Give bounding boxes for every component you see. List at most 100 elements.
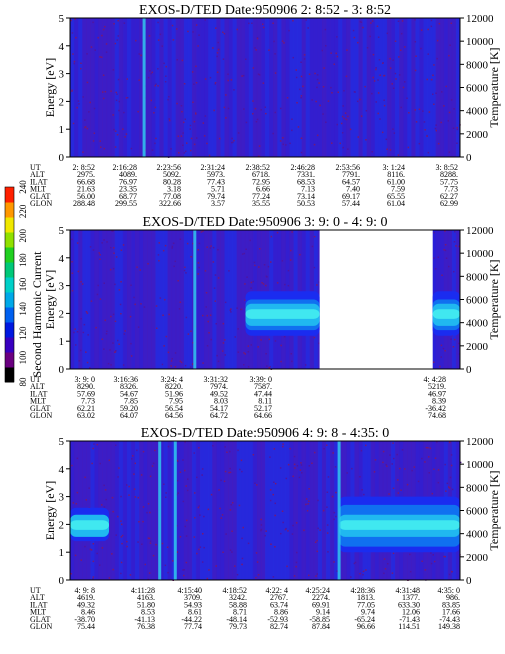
noise-speck <box>187 333 190 335</box>
noise-speck <box>444 230 446 232</box>
noise-speck <box>222 322 225 325</box>
colorbar-tick-label: 240 <box>18 180 28 194</box>
noise-speck <box>384 568 387 570</box>
noise-speck <box>101 338 103 340</box>
noise-speck <box>196 137 198 139</box>
noise-speck <box>144 563 146 566</box>
noise-speck <box>127 96 129 99</box>
noise-speck <box>383 104 386 107</box>
noise-speck <box>80 318 82 320</box>
noise-speck <box>179 301 182 303</box>
orbit-cell: 5.71 <box>211 185 225 194</box>
noise-speck <box>129 574 132 576</box>
colorbar-swatch <box>5 322 14 338</box>
noise-speck <box>212 445 214 447</box>
texture-column <box>252 18 258 157</box>
texture-column <box>143 230 148 369</box>
noise-speck <box>251 22 253 24</box>
noise-speck <box>435 124 437 126</box>
orbit-cell: 8116. <box>387 170 405 179</box>
noise-speck <box>285 527 287 530</box>
noise-speck <box>115 534 117 536</box>
noise-speck <box>359 476 361 478</box>
noise-speck <box>199 546 202 548</box>
noise-speck <box>112 114 114 116</box>
texture-column <box>346 18 351 157</box>
noise-speck <box>99 298 102 300</box>
noise-speck <box>163 345 165 347</box>
noise-speck <box>161 363 164 366</box>
noise-speck <box>265 530 267 532</box>
noise-speck <box>241 557 244 560</box>
noise-speck <box>108 459 110 462</box>
noise-speck <box>99 140 101 142</box>
texture-column <box>130 18 136 157</box>
noise-speck <box>142 520 144 523</box>
orbit-cell: 4089. <box>119 170 137 179</box>
texture-column <box>423 18 428 157</box>
noise-speck <box>148 35 151 37</box>
noise-speck <box>126 545 128 548</box>
noise-speck <box>123 333 126 335</box>
texture-column <box>309 18 315 157</box>
texture-column <box>163 230 168 369</box>
noise-speck <box>231 502 234 504</box>
noise-speck <box>157 39 160 41</box>
noise-speck <box>156 327 158 329</box>
texture-column <box>175 230 181 369</box>
noise-speck <box>253 261 256 264</box>
noise-speck <box>322 86 325 88</box>
texture-column <box>183 230 189 369</box>
texture-column <box>147 441 152 580</box>
orbit-cell: 5973. <box>207 170 225 179</box>
noise-speck <box>286 97 289 99</box>
noise-speck <box>292 56 294 59</box>
noise-speck <box>217 249 219 251</box>
orbit-cell: 21.63 <box>77 185 95 194</box>
noise-speck <box>192 342 194 344</box>
noise-speck <box>97 36 99 39</box>
noise-speck <box>395 78 397 80</box>
noise-speck <box>204 19 206 21</box>
noise-speck <box>455 245 457 247</box>
texture-column <box>358 18 363 157</box>
noise-speck <box>202 362 204 364</box>
noise-speck <box>86 81 89 84</box>
texture-column <box>443 18 449 157</box>
noise-speck <box>436 57 438 60</box>
noise-speck <box>152 462 155 465</box>
noise-speck <box>415 121 418 123</box>
texture-column <box>139 230 144 369</box>
noise-speck <box>428 472 430 474</box>
noise-speck <box>231 137 233 140</box>
noise-speck <box>147 578 149 581</box>
noise-speck <box>229 471 232 474</box>
texture-column <box>285 441 290 580</box>
noise-speck <box>77 270 80 273</box>
texture-column <box>126 441 132 580</box>
texture-column <box>252 441 258 580</box>
noise-speck <box>377 92 380 94</box>
noise-speck <box>224 470 227 473</box>
noise-speck <box>110 246 112 249</box>
noise-speck <box>379 74 381 76</box>
noise-speck <box>254 264 256 267</box>
texture-column <box>191 18 197 157</box>
texture-column <box>183 441 189 580</box>
noise-speck <box>260 518 262 521</box>
noise-speck <box>171 247 173 249</box>
y-tick-label: 3 <box>59 492 65 504</box>
noise-speck <box>305 19 307 21</box>
texture-column <box>130 230 136 369</box>
texture-column <box>74 230 79 369</box>
noise-speck <box>434 127 437 130</box>
noise-speck <box>287 530 289 532</box>
orbit-row-label: GLON <box>30 199 52 208</box>
texture-column <box>167 18 173 157</box>
noise-speck <box>422 110 424 112</box>
texture-column <box>301 441 307 580</box>
noise-speck <box>316 134 319 137</box>
texture-column <box>236 18 242 157</box>
